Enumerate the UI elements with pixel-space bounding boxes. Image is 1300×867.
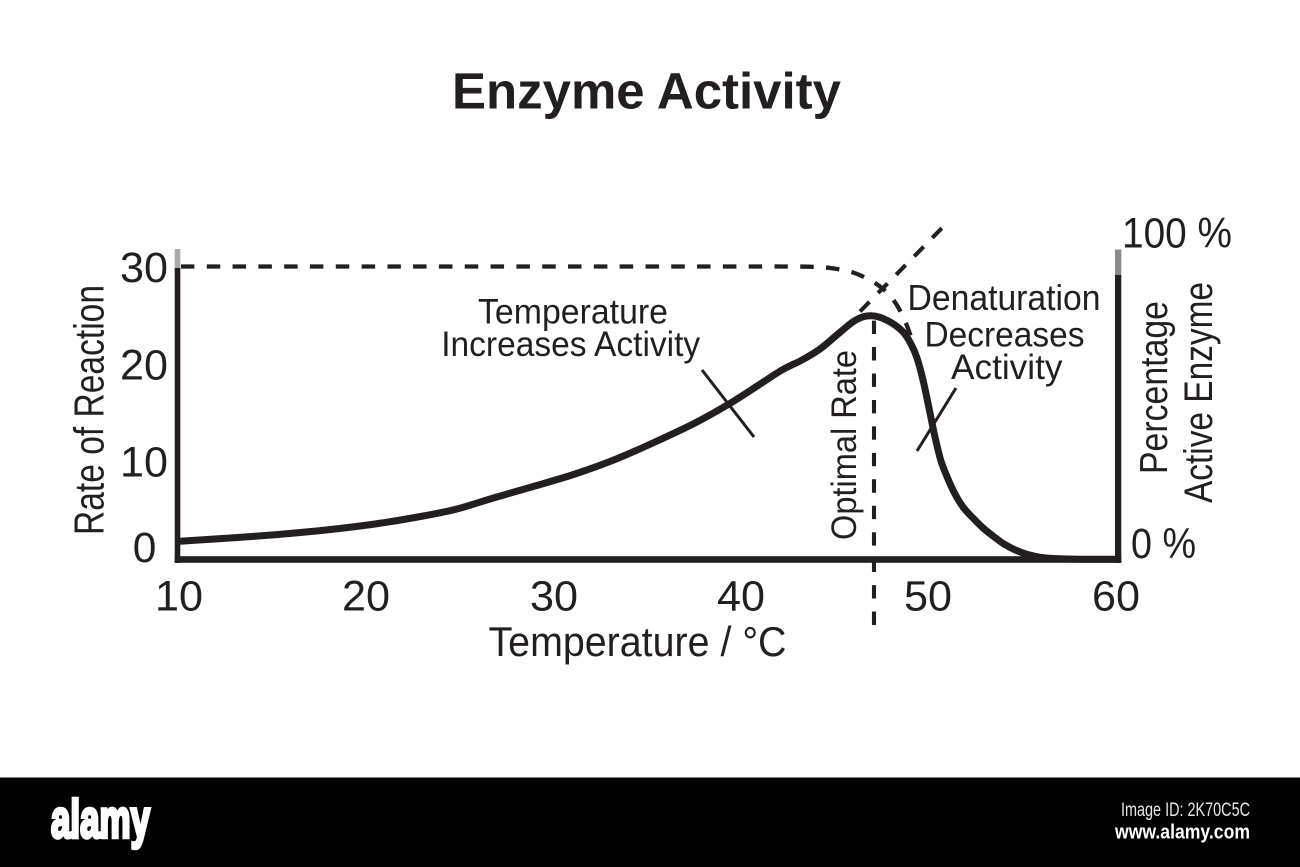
svg-text:20: 20 <box>120 343 168 390</box>
svg-text:60: 60 <box>1092 574 1140 621</box>
svg-text:Optimal Rate: Optimal Rate <box>825 350 864 540</box>
svg-text:30: 30 <box>120 245 168 292</box>
svg-text:Rate of Reaction: Rate of Reaction <box>66 285 113 535</box>
svg-text:Activity: Activity <box>951 348 1063 387</box>
svg-text:alamy: alamy <box>51 790 150 850</box>
svg-text:Percentage: Percentage <box>1133 301 1176 474</box>
svg-text:Denaturation: Denaturation <box>908 277 1101 318</box>
svg-text:Image ID: 2K70C5C: Image ID: 2K70C5C <box>1121 800 1250 821</box>
svg-text:Active Enzyme: Active Enzyme <box>1177 282 1221 503</box>
svg-text:Increases Activity: Increases Activity <box>441 325 700 364</box>
svg-text:30: 30 <box>530 574 578 621</box>
svg-text:100 %: 100 % <box>1122 211 1232 258</box>
svg-text:40: 40 <box>717 574 765 621</box>
svg-text:Temperature / °C: Temperature / °C <box>489 618 787 665</box>
svg-text:www.alamy.com: www.alamy.com <box>1114 822 1250 844</box>
svg-text:Temperature: Temperature <box>478 293 668 332</box>
svg-text:10: 10 <box>120 440 168 487</box>
svg-text:0 %: 0 % <box>1131 521 1196 568</box>
svg-text:10: 10 <box>155 574 203 621</box>
svg-text:0: 0 <box>133 525 157 572</box>
svg-text:Enzyme Activity: Enzyme Activity <box>452 63 842 120</box>
svg-text:20: 20 <box>342 574 390 621</box>
svg-text:Decreases: Decreases <box>925 316 1085 355</box>
svg-text:50: 50 <box>904 574 952 621</box>
